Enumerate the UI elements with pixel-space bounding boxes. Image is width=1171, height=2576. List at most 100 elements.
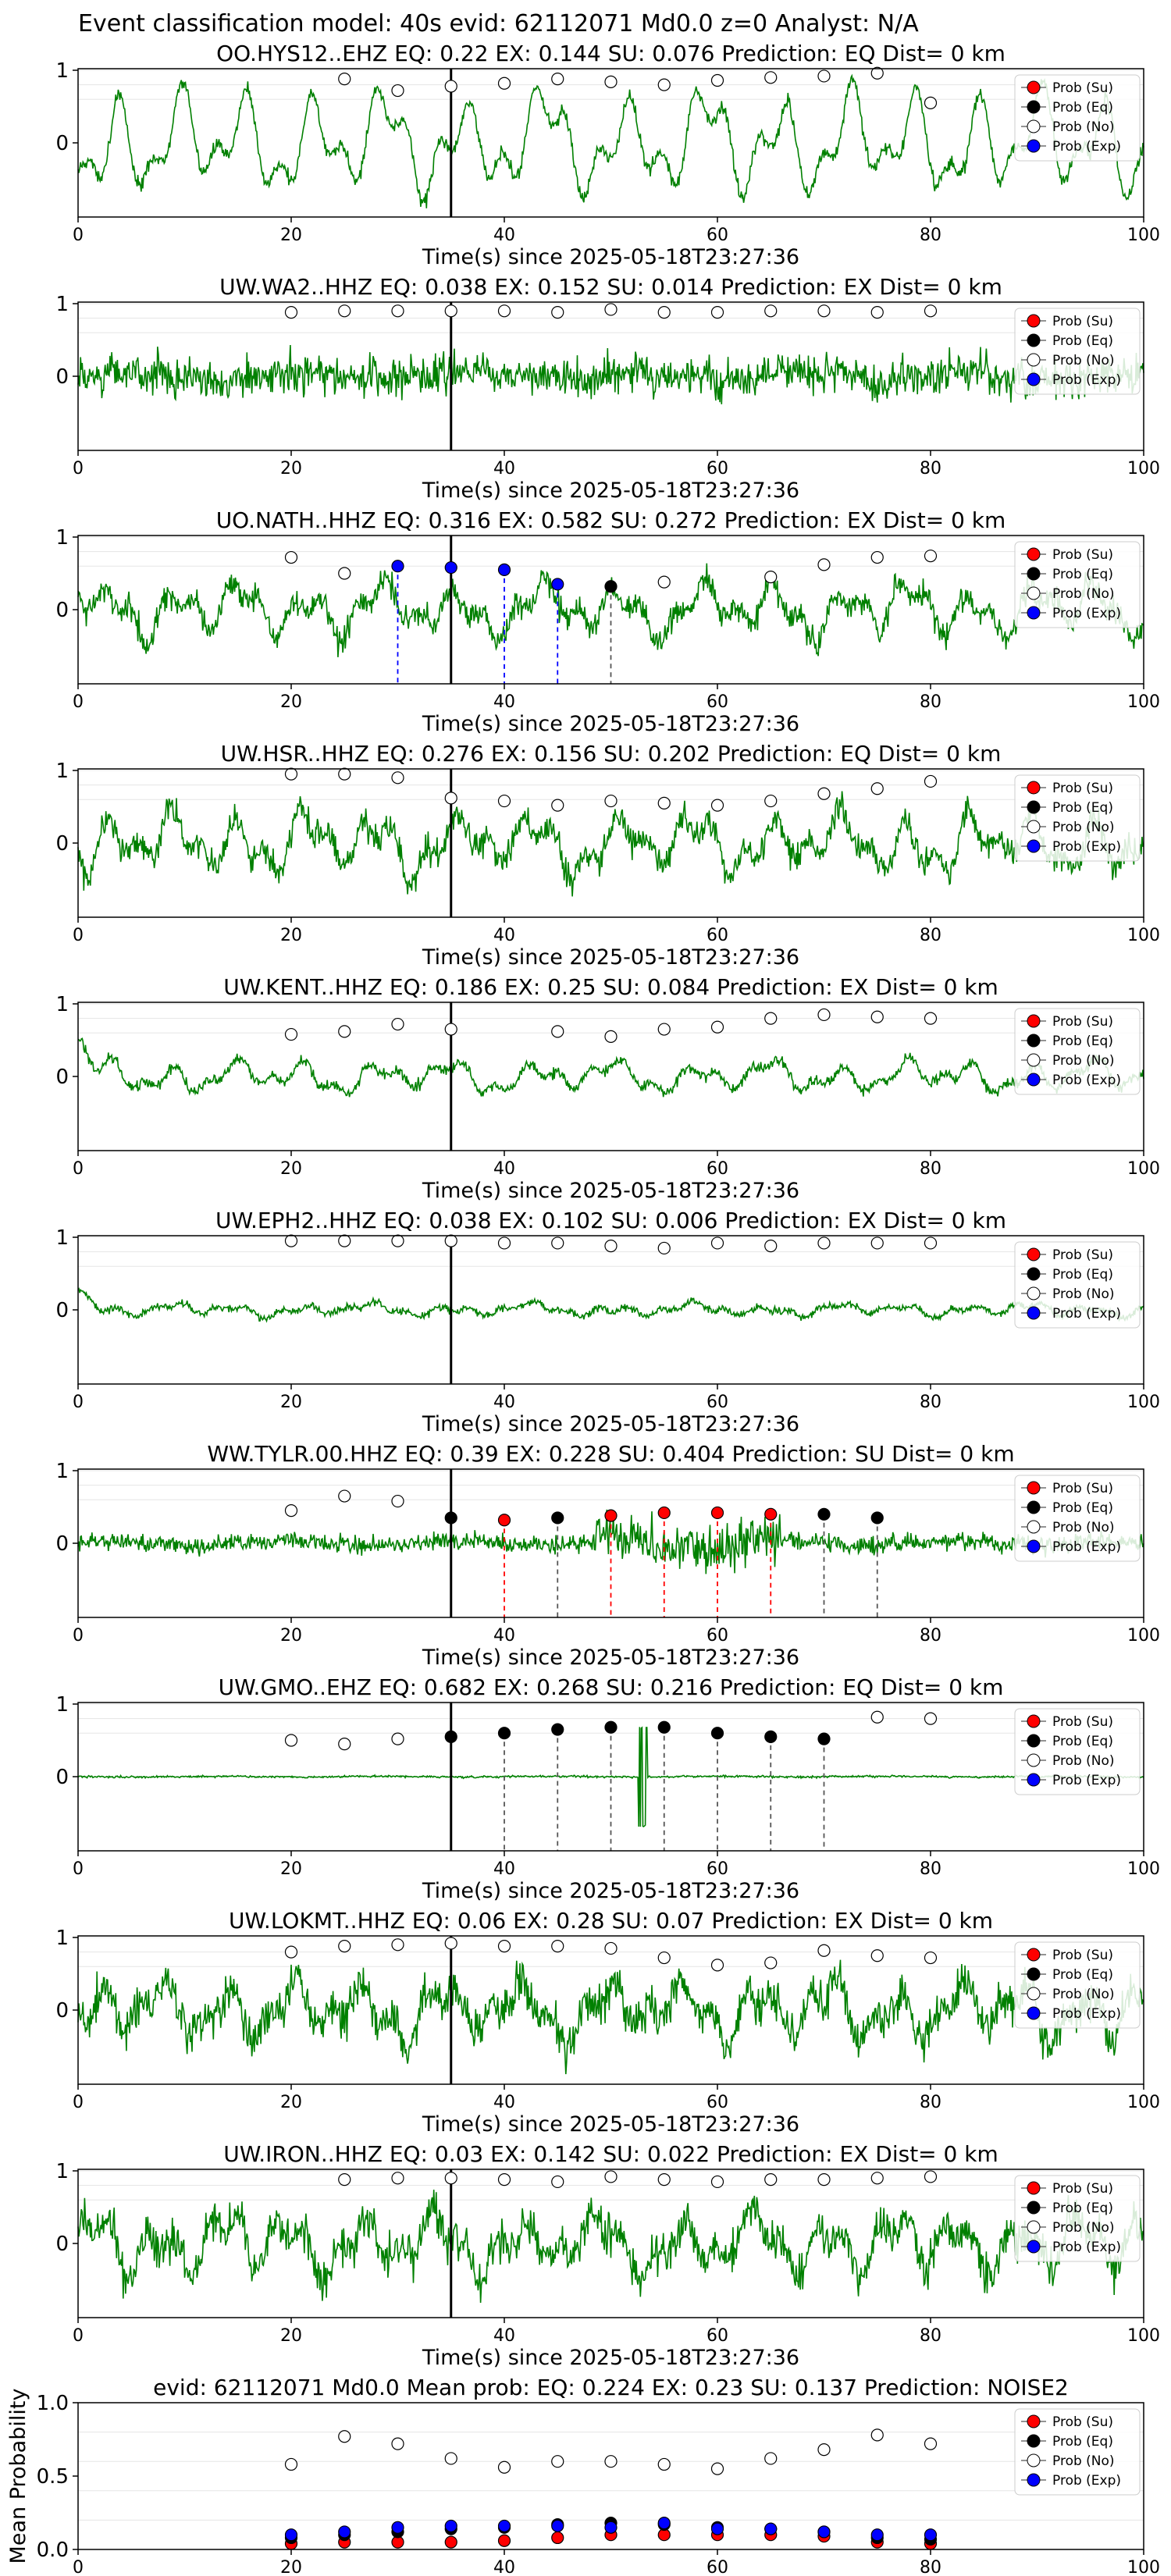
x-tick-label: 40 bbox=[493, 226, 515, 245]
legend-marker bbox=[1027, 839, 1041, 853]
legend-marker bbox=[1027, 1053, 1041, 1067]
mean-prob-marker-no bbox=[391, 2437, 404, 2450]
probability-marker bbox=[657, 796, 671, 809]
probability-marker bbox=[657, 78, 671, 91]
x-tick-label: 60 bbox=[707, 459, 728, 479]
probability-marker bbox=[870, 306, 884, 319]
y-tick-label: 0 bbox=[55, 832, 69, 856]
y-tick-label: 0 bbox=[55, 2233, 69, 2256]
legend-box bbox=[1014, 2175, 1141, 2262]
x-tick-label: 0 bbox=[73, 1393, 84, 1412]
legend-label: Prob (No) bbox=[1052, 1286, 1115, 1302]
x-tick-label: 40 bbox=[493, 1626, 515, 1646]
legend-marker bbox=[1027, 1306, 1041, 1320]
legend-label: Prob (No) bbox=[1052, 2220, 1115, 2236]
probability-marker bbox=[870, 550, 884, 564]
legend-marker bbox=[1027, 2201, 1041, 2215]
probability-marker bbox=[764, 1507, 778, 1521]
x-tick-label: 100 bbox=[1127, 926, 1160, 945]
legend-marker bbox=[1027, 372, 1041, 386]
probability-marker bbox=[338, 1234, 351, 1247]
legend-label: Prob (Exp) bbox=[1052, 606, 1121, 621]
y-tick-label: 1 bbox=[55, 59, 69, 83]
probability-marker bbox=[604, 1030, 618, 1043]
legend-marker bbox=[1027, 2006, 1041, 2020]
x-tick-label: 20 bbox=[280, 692, 302, 712]
mean-prob-marker-no bbox=[284, 2457, 298, 2471]
legend-label: Prob (Su) bbox=[1052, 1247, 1113, 1263]
legend-box bbox=[1014, 1708, 1141, 1795]
legend-label: Prob (Exp) bbox=[1052, 1073, 1121, 1088]
probability-marker bbox=[391, 560, 404, 573]
x-tick-label: 20 bbox=[280, 2093, 302, 2112]
x-tick-label: 0 bbox=[73, 459, 84, 479]
probability-marker bbox=[604, 75, 618, 88]
plot-frame bbox=[77, 2169, 1144, 2318]
x-tick-label: 100 bbox=[1127, 2558, 1160, 2576]
legend-label: Prob (Exp) bbox=[1052, 1773, 1121, 1788]
legend-marker bbox=[1027, 333, 1041, 347]
y-tick-label: 0 bbox=[55, 1066, 69, 1089]
mean-prob-marker-exp bbox=[391, 2521, 404, 2534]
legend-label: Prob (Exp) bbox=[1052, 372, 1121, 388]
mean-prob-marker-exp bbox=[817, 2525, 831, 2539]
legend-box bbox=[1014, 2408, 1141, 2496]
x-tick-label: 80 bbox=[920, 2093, 941, 2112]
probability-marker bbox=[604, 1941, 618, 1955]
mean-prob-marker-no bbox=[338, 2430, 351, 2443]
probability-marker bbox=[444, 304, 457, 318]
legend-label: Prob (Eq) bbox=[1052, 1500, 1113, 1516]
panel: UW.EPH2..HHZ EQ: 0.038 EX: 0.102 SU: 0.0… bbox=[55, 1208, 1160, 1436]
x-tick-label: 100 bbox=[1127, 1626, 1160, 1646]
x-tick-label: 60 bbox=[707, 2093, 728, 2112]
probability-marker bbox=[710, 2175, 724, 2189]
legend-marker bbox=[1027, 1034, 1041, 1048]
probability-marker bbox=[497, 1236, 511, 1250]
probability-marker bbox=[338, 2173, 351, 2186]
legend-label: Prob (No) bbox=[1052, 2453, 1115, 2469]
probability-marker bbox=[338, 1738, 351, 1751]
x-tick-label: 80 bbox=[920, 459, 941, 479]
mean-prob-marker-exp bbox=[710, 2522, 724, 2535]
legend-marker bbox=[1027, 314, 1041, 328]
panel-title: WW.TYLR.00.HHZ EQ: 0.39 EX: 0.228 SU: 0.… bbox=[207, 1441, 1014, 1467]
waveform-trace bbox=[77, 1287, 1144, 1323]
probability-marker bbox=[391, 84, 404, 98]
legend-label: Prob (Eq) bbox=[1052, 100, 1113, 116]
probability-marker bbox=[817, 69, 831, 83]
x-tick-label: 20 bbox=[280, 226, 302, 245]
probability-marker bbox=[657, 1720, 671, 1734]
mean-prob-marker-no bbox=[604, 2455, 618, 2468]
y-tick-label: 0.5 bbox=[37, 2465, 69, 2489]
panel-title: evid: 62112071 Md0.0 Mean prob: EQ: 0.22… bbox=[153, 2375, 1069, 2400]
probability-marker bbox=[870, 1710, 884, 1724]
plot-frame bbox=[77, 1935, 1144, 2085]
legend-marker bbox=[1027, 1539, 1041, 1553]
probability-marker bbox=[444, 1234, 457, 1247]
probability-marker bbox=[870, 66, 884, 80]
mean-prob-marker-exp bbox=[284, 2528, 298, 2542]
y-tick-label: 1 bbox=[55, 293, 69, 316]
y-tick-label: 1.0 bbox=[37, 2392, 69, 2415]
probability-marker bbox=[391, 2172, 404, 2185]
x-axis-label: Time(s) since 2025-05-18T23:27:36 bbox=[422, 1179, 799, 1203]
panel: UW.IRON..HHZ EQ: 0.03 EX: 0.142 SU: 0.02… bbox=[55, 2141, 1160, 2370]
legend-label: Prob (No) bbox=[1052, 1520, 1115, 1535]
x-tick-label: 60 bbox=[707, 2326, 728, 2346]
panel-title: UW.GMO..EHZ EQ: 0.682 EX: 0.268 SU: 0.21… bbox=[219, 1674, 1004, 1700]
probability-marker bbox=[284, 1234, 298, 1247]
legend-label: Prob (Eq) bbox=[1052, 567, 1113, 582]
legend-label: Prob (Eq) bbox=[1052, 800, 1113, 816]
x-axis-label: Time(s) since 2025-05-18T23:27:36 bbox=[422, 1879, 799, 1903]
x-tick-label: 80 bbox=[920, 2558, 941, 2576]
mean-prob-marker-su bbox=[497, 2534, 511, 2547]
legend-marker bbox=[1027, 1714, 1041, 1728]
probability-marker bbox=[284, 1945, 298, 1959]
x-tick-label: 60 bbox=[707, 692, 728, 712]
legend-marker bbox=[1027, 2414, 1041, 2428]
probability-marker bbox=[284, 1504, 298, 1517]
plot-frame bbox=[77, 768, 1144, 918]
probability-marker bbox=[444, 80, 457, 93]
probability-marker bbox=[338, 1025, 351, 1038]
probability-marker bbox=[817, 2173, 831, 2186]
